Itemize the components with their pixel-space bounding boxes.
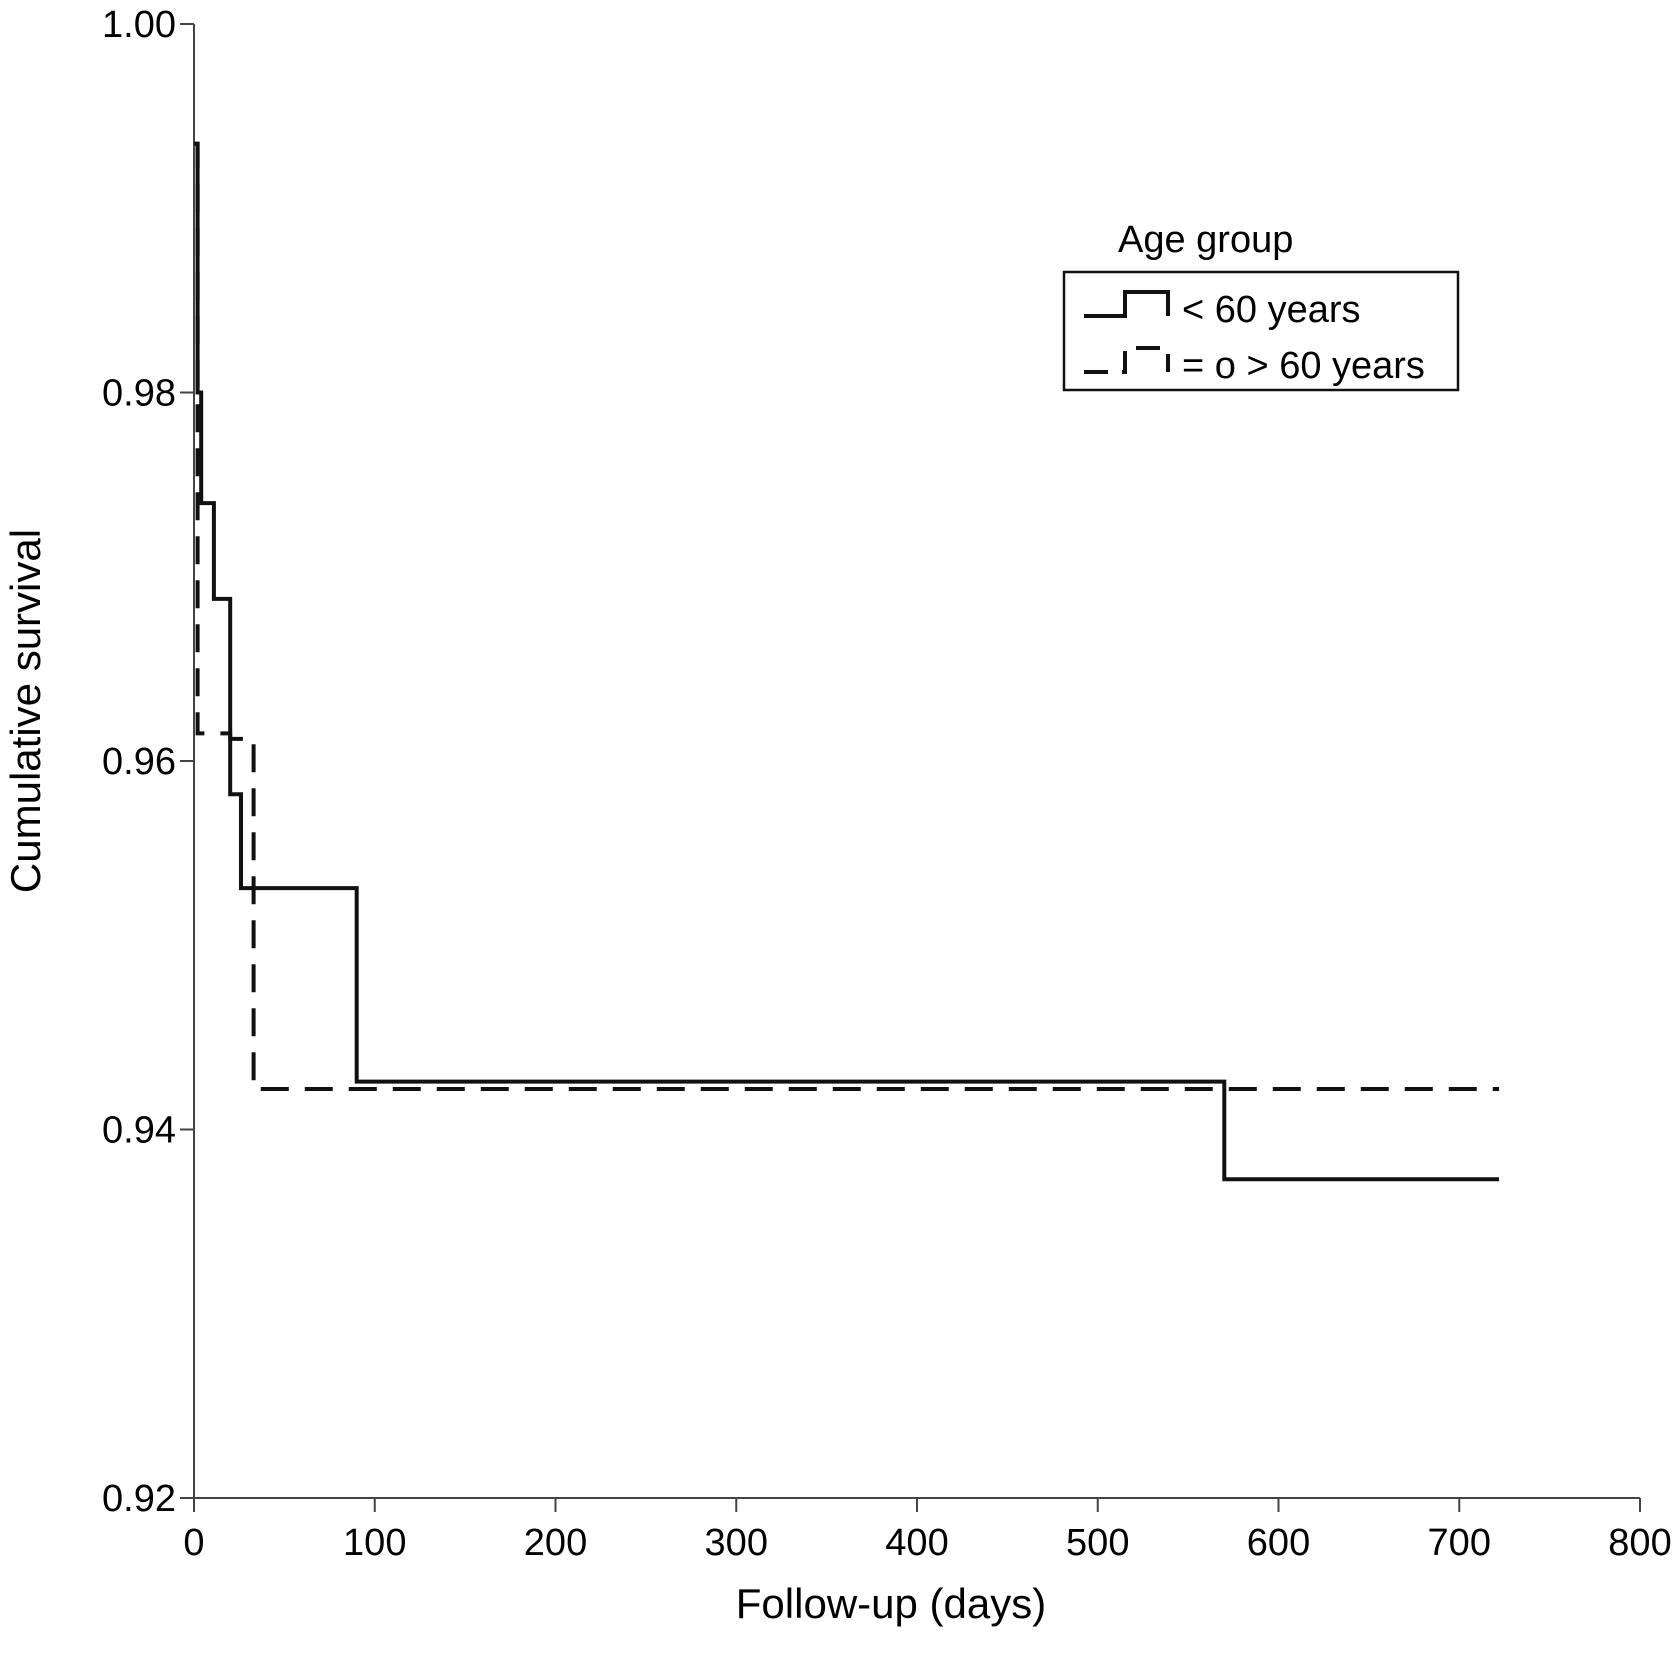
legend-title: Age group bbox=[1118, 219, 1293, 261]
y-ticks: 0.92 0.94 0.96 0.98 1.00 bbox=[102, 4, 194, 1520]
legend-swatch-60-and-over bbox=[1084, 346, 1170, 374]
y-tick-label: 1.00 bbox=[102, 4, 176, 46]
y-tick-label: 0.92 bbox=[102, 1478, 176, 1520]
x-tick-label: 700 bbox=[1428, 1522, 1491, 1564]
legend: Age group < 60 years = o > 60 years bbox=[1062, 219, 1460, 392]
x-tick-label: 300 bbox=[705, 1522, 768, 1564]
series-60-and-over-line bbox=[194, 141, 1499, 1091]
x-tick-label: 800 bbox=[1608, 1522, 1671, 1564]
y-axis: 0.92 0.94 0.96 0.98 1.00 bbox=[102, 4, 195, 1520]
x-ticks: 0 100 200 300 400 500 600 700 800 bbox=[183, 1498, 1672, 1564]
x-axis: 0 100 200 300 400 500 600 700 800 bbox=[183, 1497, 1672, 1564]
x-tick-label: 0 bbox=[183, 1522, 204, 1564]
x-axis-label: Follow-up (days) bbox=[736, 1580, 1046, 1627]
x-tick-label: 400 bbox=[885, 1522, 948, 1564]
x-tick-label: 200 bbox=[524, 1522, 587, 1564]
y-axis-label: Cumulative survival bbox=[2, 529, 49, 893]
y-tick-label: 0.96 bbox=[102, 741, 176, 783]
x-tick-label: 100 bbox=[343, 1522, 406, 1564]
legend-label-under-60: < 60 years bbox=[1182, 289, 1361, 331]
legend-label-60-and-over: = o > 60 years bbox=[1182, 345, 1425, 387]
series-under-60-line bbox=[194, 141, 1499, 1182]
x-tick-label: 600 bbox=[1247, 1522, 1310, 1564]
y-tick-label: 0.94 bbox=[102, 1110, 176, 1152]
legend-swatch-under-60 bbox=[1084, 290, 1170, 318]
series-layer bbox=[194, 141, 1499, 1182]
y-tick-label: 0.98 bbox=[102, 373, 176, 415]
x-tick-label: 500 bbox=[1066, 1522, 1129, 1564]
